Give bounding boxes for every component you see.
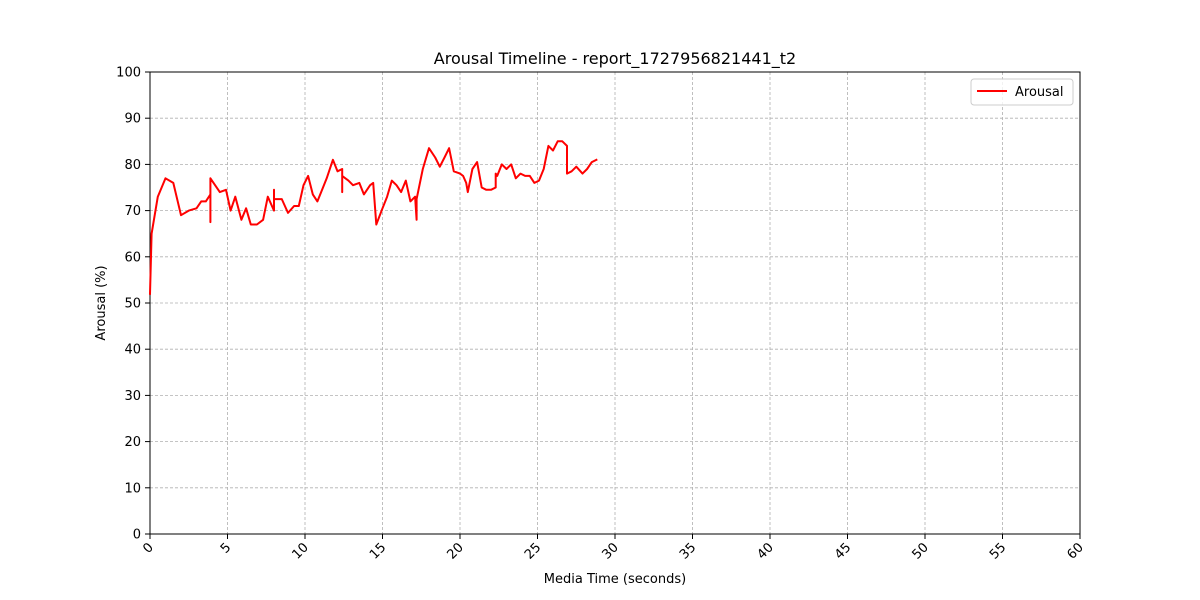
y-tick-label: 20	[124, 435, 141, 450]
series-layer	[148, 140, 598, 295]
y-axis-label: Arousal (%)	[94, 265, 109, 340]
y-tick-label: 60	[124, 250, 141, 265]
chart-title: Arousal Timeline - report_1727956821441_…	[434, 49, 796, 69]
legend-box	[970, 78, 1074, 106]
y-tick-label: 80	[124, 158, 141, 173]
legend-label-arousal: Arousal	[1015, 85, 1064, 100]
y-tick-label: 0	[133, 528, 141, 543]
y-tick-label: 100	[116, 66, 141, 81]
y-tick-label: 40	[124, 343, 141, 358]
y-tick-label: 70	[124, 204, 141, 219]
x-axis-label: Media Time (seconds)	[544, 572, 686, 587]
y-tick-label: 30	[124, 389, 141, 404]
grid-lines	[149, 71, 1081, 535]
series-line-arousal	[148, 140, 598, 295]
y-tick-label: 90	[124, 112, 141, 127]
y-tick-label: 50	[124, 297, 141, 312]
y-tick-label: 10	[124, 481, 141, 496]
legend: Arousal	[970, 78, 1074, 106]
y-axis-ticks: 0 10 20 30 40 50 60 70 80 90 100	[116, 66, 150, 543]
